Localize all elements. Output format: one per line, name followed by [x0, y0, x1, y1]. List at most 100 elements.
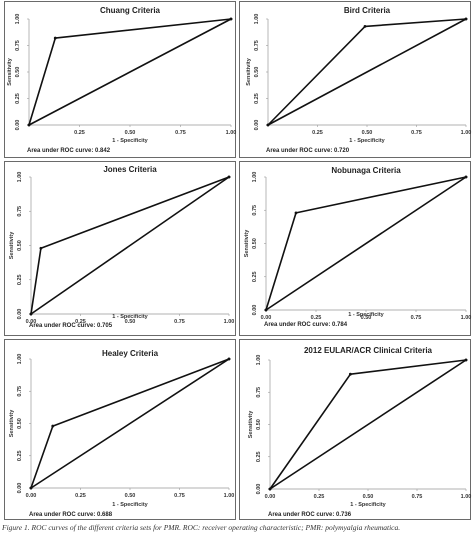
- roc-panel-jones: Jones Criteria 0.00 0.25 0.50 0.75 1.00 0.00 0.…: [4, 161, 236, 336]
- auc-label: Area under ROC curve: 0.688: [29, 512, 113, 518]
- reference-diagonal-line: [265, 176, 467, 311]
- chart-title: Jones Criteria: [103, 165, 157, 174]
- y-tick-label: 0.50: [256, 419, 262, 430]
- y-axis-label: Sensitivity: [246, 57, 252, 85]
- x-tick-label: 1.00: [461, 130, 472, 136]
- auc-label: Area under ROC curve: 0.842: [27, 148, 111, 154]
- x-tick-label: 0.75: [411, 315, 422, 321]
- x-tick-label: 0.75: [174, 493, 185, 499]
- roc-point: [27, 123, 31, 127]
- y-tick-label: 1.00: [254, 14, 260, 25]
- roc-point: [294, 211, 298, 215]
- y-tick-label: 0.50: [252, 238, 258, 249]
- x-tick-label: 0.50: [362, 130, 373, 136]
- x-tick-label: 0.00: [265, 494, 276, 500]
- y-tick-label: 0.00: [17, 483, 23, 494]
- x-axis-label: 1 - Specificity: [112, 314, 148, 320]
- roc-point: [39, 246, 43, 250]
- x-tick-label: 0.75: [411, 130, 422, 136]
- roc-chart-svg: 2012 EULAR/ACR Clinical Criteria 0.00 0.25…: [248, 346, 472, 518]
- roc-panel-chuang: Chuang Criteria 0.00 0.25 0.50 0.75 1.00 0.25 0…: [4, 1, 236, 158]
- x-tick-label: 0.50: [125, 319, 136, 325]
- auc-label: Area under ROC curve: 0.736: [268, 512, 352, 518]
- y-tick-label: 1.00: [256, 355, 262, 366]
- y-tick-label: 0.75: [252, 205, 258, 216]
- y-tick-label: 0.50: [17, 418, 23, 429]
- roc-point: [229, 17, 233, 21]
- x-axis-label: 1 - Specificity: [350, 502, 386, 508]
- roc-point: [266, 123, 270, 127]
- x-axis-label: 1 - Specificity: [112, 138, 148, 144]
- roc-point: [464, 17, 468, 21]
- reference-diagonal-line: [30, 358, 230, 489]
- x-tick-label: 0.00: [26, 319, 37, 325]
- roc-panel-bird: Bird Criteria 0.00 0.25 0.50 0.75 1.00 0.25 0.5…: [239, 1, 471, 158]
- chart-title: Healey Criteria: [102, 349, 159, 358]
- x-tick-label: 1.00: [461, 315, 472, 321]
- roc-point: [268, 487, 272, 491]
- roc-point: [464, 358, 468, 362]
- y-tick-label: 0.25: [256, 451, 262, 462]
- y-tick-label: 0.00: [17, 309, 23, 320]
- y-tick-label: 1.00: [252, 172, 258, 183]
- y-axis-label: Sensitivity: [9, 231, 15, 259]
- roc-point: [227, 175, 231, 179]
- y-axis-label: Sensitivity: [248, 410, 254, 438]
- roc-point: [363, 25, 367, 28]
- x-tick-label: 0.25: [314, 494, 325, 500]
- y-tick-label: 0.00: [256, 484, 262, 495]
- roc-chart-svg: Healey Criteria 0.00 0.25 0.50 0.75 1.00 0.00 0…: [9, 349, 234, 518]
- roc-point: [348, 372, 352, 376]
- reference-diagonal-line: [267, 18, 467, 126]
- x-tick-label: 1.00: [461, 494, 472, 500]
- roc-chart-svg: Jones Criteria 0.00 0.25 0.50 0.75 1.00 0.00 0.…: [9, 165, 235, 329]
- roc-point: [51, 424, 55, 428]
- y-tick-label: 0.00: [252, 305, 258, 316]
- x-tick-label: 1.00: [224, 319, 235, 325]
- y-tick-label: 0.75: [17, 386, 23, 397]
- y-tick-label: 0.50: [254, 67, 260, 78]
- y-tick-label: 0.00: [254, 120, 260, 131]
- y-tick-label: 0.25: [17, 450, 23, 461]
- y-axis-label: Sensitivity: [9, 409, 15, 437]
- chart-title: Chuang Criteria: [100, 6, 161, 15]
- x-tick-label: 0.25: [75, 319, 86, 325]
- roc-chart-svg: Nobunaga Criteria 0.00 0.25 0.50 0.75 1.00 0.0…: [244, 166, 472, 328]
- auc-label: Area under ROC curve: 0.720: [266, 148, 350, 154]
- chart-title: Bird Criteria: [344, 6, 391, 15]
- y-tick-label: 1.00: [15, 14, 21, 25]
- auc-label: Area under ROC curve: 0.784: [264, 322, 348, 328]
- x-tick-label: 1.00: [226, 130, 237, 136]
- y-tick-label: 0.50: [17, 240, 23, 251]
- x-tick-label: 0.00: [26, 493, 37, 499]
- x-tick-label: 0.25: [312, 130, 323, 136]
- x-tick-label: 0.50: [125, 493, 136, 499]
- reference-diagonal-line: [269, 359, 467, 490]
- reference-diagonal-line: [28, 18, 232, 126]
- roc-point: [464, 175, 468, 179]
- y-tick-label: 0.25: [17, 274, 23, 285]
- reference-diagonal-line: [30, 176, 230, 315]
- x-tick-label: 0.50: [361, 315, 372, 321]
- x-tick-label: 0.00: [261, 315, 272, 321]
- y-tick-label: 0.25: [254, 93, 260, 104]
- y-axis-label: Sensitivity: [244, 229, 250, 257]
- figure-caption: Figure 1. ROC curves of the different cr…: [2, 523, 401, 532]
- x-tick-label: 0.50: [125, 130, 136, 136]
- roc-chart-svg: Chuang Criteria 0.00 0.25 0.50 0.75 1.00 0.25 0…: [7, 6, 237, 154]
- y-tick-label: 0.75: [254, 40, 260, 51]
- chart-title: Nobunaga Criteria: [331, 166, 401, 175]
- y-tick-label: 0.75: [15, 40, 21, 51]
- x-axis-label: 1 - Specificity: [349, 138, 385, 144]
- roc-point: [53, 36, 57, 40]
- y-tick-label: 1.00: [17, 354, 23, 365]
- y-tick-label: 0.00: [15, 120, 21, 131]
- y-tick-label: 0.75: [256, 387, 262, 398]
- x-tick-label: 0.75: [412, 494, 423, 500]
- x-tick-label: 0.25: [311, 315, 322, 321]
- chart-title: 2012 EULAR/ACR Clinical Criteria: [304, 346, 433, 355]
- y-tick-label: 0.75: [17, 206, 23, 217]
- x-tick-label: 0.50: [363, 494, 374, 500]
- roc-point: [29, 312, 33, 316]
- auc-label: Area under ROC curve: 0.705: [29, 323, 113, 329]
